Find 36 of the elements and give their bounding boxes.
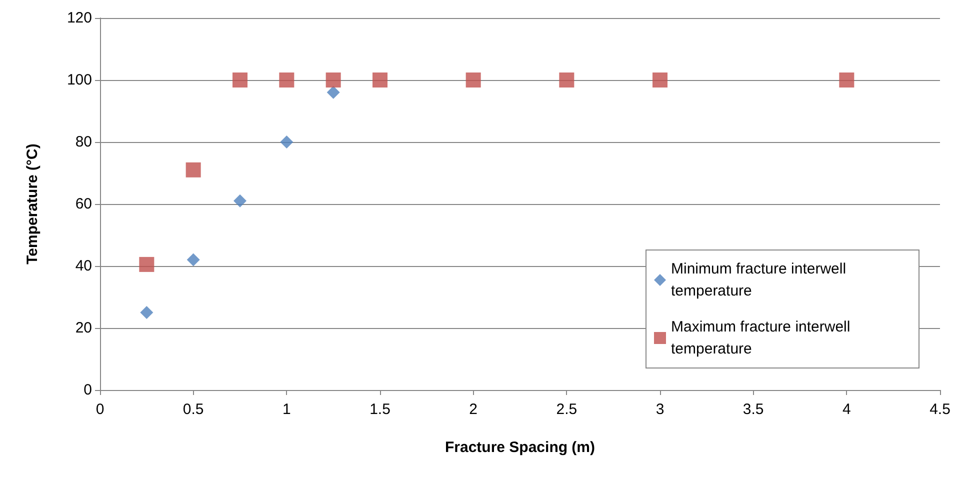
x-tick-label: 3.5 xyxy=(742,401,764,418)
legend-label: Maximum fracture interwell temperature xyxy=(671,318,854,358)
point xyxy=(326,72,341,88)
y-tick-label: 80 xyxy=(75,134,92,150)
legend-label: Minimum fracture interwell temperature xyxy=(671,260,850,300)
point xyxy=(372,72,388,88)
point xyxy=(559,72,574,88)
point xyxy=(326,86,340,99)
x-tick-label: 0.5 xyxy=(182,401,204,418)
y-tick-label: 60 xyxy=(75,196,92,212)
x-tick-label: 2 xyxy=(469,401,478,418)
point xyxy=(839,72,854,88)
x-tick-label: 1.5 xyxy=(370,401,390,418)
point xyxy=(232,72,248,88)
point xyxy=(186,253,200,266)
point xyxy=(280,136,294,148)
point xyxy=(139,256,154,272)
y-tick-label: 120 xyxy=(66,10,92,26)
y-tick-label: 0 xyxy=(84,382,92,398)
x-tick-label: 4 xyxy=(842,401,851,418)
point xyxy=(186,162,201,178)
y-axis-title: Temperature (°C) xyxy=(24,144,41,264)
point xyxy=(652,72,668,88)
x-tick-label: 1 xyxy=(282,401,291,418)
point xyxy=(234,194,246,208)
y-tick-label: 20 xyxy=(75,320,92,336)
point xyxy=(466,72,481,88)
y-tick-label: 40 xyxy=(75,258,92,274)
x-tick-label: 3 xyxy=(656,401,664,418)
point xyxy=(279,72,294,88)
x-tick-label: 2.5 xyxy=(556,401,578,418)
point xyxy=(140,306,154,319)
x-axis-title: Fracture Spacing (m) xyxy=(444,439,596,456)
x-tick-label: 0 xyxy=(96,401,104,418)
x-tick-label: 4.5 xyxy=(930,401,950,418)
y-tick-label: 100 xyxy=(66,72,92,88)
